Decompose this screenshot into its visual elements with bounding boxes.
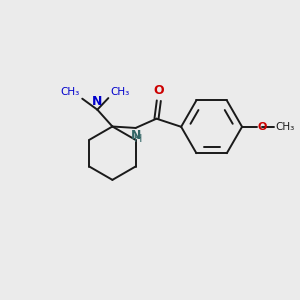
Text: CH₃: CH₃ — [61, 87, 80, 97]
Text: CH₃: CH₃ — [275, 122, 294, 132]
Text: CH₃: CH₃ — [111, 87, 130, 97]
Text: N: N — [130, 129, 141, 142]
Text: H: H — [134, 134, 142, 144]
Text: O: O — [258, 122, 267, 132]
Text: N: N — [92, 95, 103, 108]
Text: O: O — [153, 84, 164, 97]
